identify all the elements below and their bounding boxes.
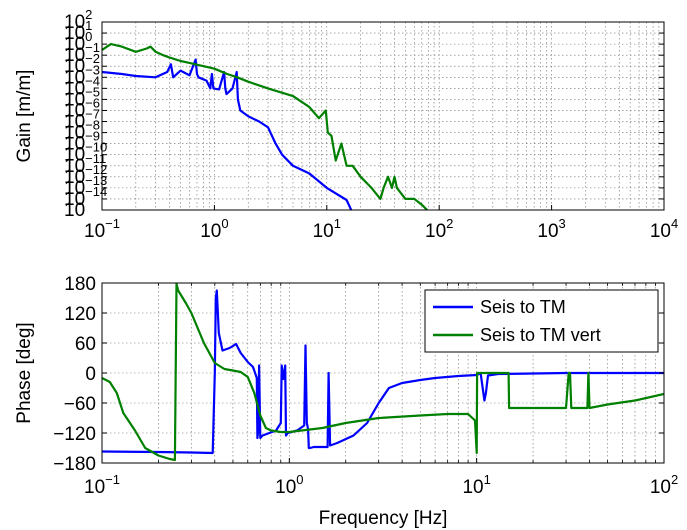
phase-series (102, 283, 664, 462)
legend-label-seis-to-tm: Seis to TM (480, 297, 566, 317)
gain-y-tick-label: 10−3 (64, 62, 100, 88)
gain-panel: 10−1 100 101 102 103 10410210110010−110−210−3… (14, 7, 678, 242)
phase-x-tick-label: 10−1 (84, 472, 120, 498)
gain-y-tick-label: 100 (64, 29, 92, 55)
phase-y-tick-label: 60 (75, 334, 96, 355)
phase-series-0 (102, 289, 664, 455)
phase-y-tick-label: −180 (53, 454, 96, 475)
gain-y-tick-label: 10−14 (64, 184, 107, 210)
gain-y-tick-label: 10−9 (64, 129, 100, 155)
phase-x-tick-label: 102 (650, 472, 678, 498)
phase-y-tick-label: −60 (64, 394, 96, 415)
gain-x-tick-label: 103 (537, 216, 565, 242)
legend-label-seis-to-tm-vert: Seis to TM vert (480, 325, 601, 345)
gain-axes-frame (101, 21, 665, 211)
legend: Seis to TM Seis to TM vert (424, 289, 659, 353)
gain-y-tick-label: 10−10 (64, 140, 107, 166)
phase-x-tick-label: 101 (462, 472, 490, 498)
gain-x-tick-label: 100 (200, 216, 228, 242)
gain-ticks: 10−1 100 101 102 103 10410210110010−110−210−3… (64, 7, 678, 242)
gain-plot-area (102, 22, 664, 210)
phase-x-tick-label: 100 (275, 472, 303, 498)
gain-series-1 (102, 42, 428, 210)
phase-x-axis-label: Frequency [Hz] (319, 508, 448, 529)
gain-y-tick-label: 102 (64, 7, 92, 33)
gain-y-tick-label: 10−2 (64, 51, 100, 77)
phase-y-tick-label: −120 (53, 424, 96, 445)
gain-series-0 (102, 58, 353, 210)
gain-y-tick-label: 10−8 (64, 118, 100, 144)
gain-y-tick-label: 10−6 (64, 95, 100, 121)
gain-y-tick-label: 10−13 (64, 173, 107, 199)
gain-y-tick-label: 10−11 (64, 151, 106, 177)
gain-y-tick-label: 10 (64, 200, 85, 221)
gain-y-tick-label: 10−7 (64, 107, 100, 133)
gain-y-tick-label: 101 (64, 18, 92, 44)
phase-y-tick-label: 120 (64, 304, 96, 325)
gain-y-axis-label: Gain [m/m] (14, 70, 35, 163)
gain-x-tick-label: 10−1 (84, 216, 120, 242)
gain-x-tick-label: 104 (650, 216, 678, 242)
gain-x-tick-label: 102 (425, 216, 453, 242)
phase-series-1 (102, 283, 664, 462)
gain-y-tick-label: 10−5 (64, 84, 100, 110)
phase-y-tick-label: 180 (64, 274, 96, 295)
phase-y-tick-label: 0 (85, 364, 96, 385)
gain-y-tick-label: 10−1 (64, 40, 100, 66)
legend-box (424, 289, 659, 353)
gain-series (102, 42, 428, 210)
phase-y-axis-label: Phase [deg] (14, 322, 35, 423)
gain-y-tick-label: 10−4 (64, 73, 100, 99)
gain-x-tick-label: 101 (313, 216, 341, 242)
gain-y-tick-label: 10−12 (64, 162, 107, 188)
